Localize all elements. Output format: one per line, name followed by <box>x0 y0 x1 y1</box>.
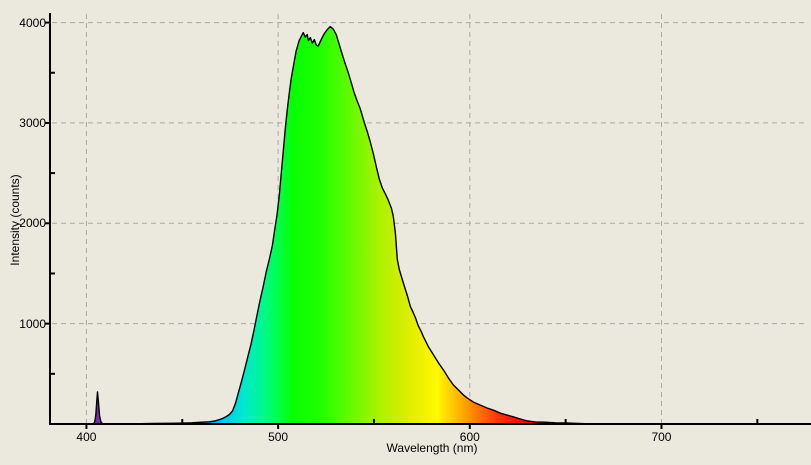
x-tick-label: 500 <box>268 430 289 444</box>
x-tick-label: 700 <box>651 430 672 444</box>
x-axis-title: Wavelength (nm) <box>386 441 478 455</box>
y-tick-label: 2000 <box>19 216 46 231</box>
spectrum-area <box>50 26 593 424</box>
y-tick-label: 3000 <box>19 115 46 130</box>
x-tick-label: 400 <box>76 430 97 444</box>
x-tick-label: 600 <box>459 430 480 444</box>
spectrum-outline <box>50 25 593 425</box>
axes <box>45 13 811 429</box>
y-tick-label: 1000 <box>19 316 46 331</box>
y-tick-label: 4000 <box>19 15 46 30</box>
grid-lines <box>52 14 808 423</box>
